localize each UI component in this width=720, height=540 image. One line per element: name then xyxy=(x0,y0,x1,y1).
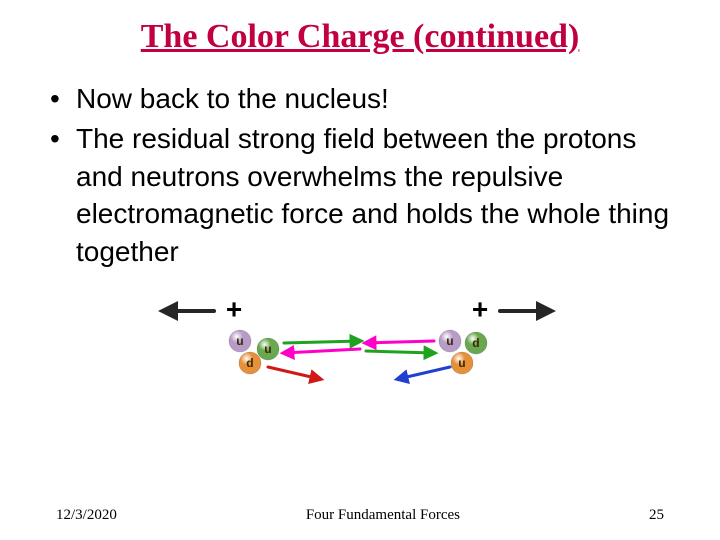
footer-date: 12/3/2020 xyxy=(56,507,117,524)
svg-text:u: u xyxy=(458,356,465,370)
bullet-list: Now back to the nucleus! The residual st… xyxy=(48,80,672,271)
footer-page: 25 xyxy=(649,507,664,524)
svg-text:u: u xyxy=(236,334,243,348)
svg-text:u: u xyxy=(446,334,453,348)
slide-title: The Color Charge (continued) xyxy=(48,18,672,56)
svg-text:d: d xyxy=(472,336,479,350)
svg-text:u: u xyxy=(264,342,271,356)
nucleon-diagram: ++uududu xyxy=(48,283,672,403)
bullet-item: The residual strong field between the pr… xyxy=(48,120,672,271)
footer-title: Four Fundamental Forces xyxy=(306,507,460,524)
svg-text:+: + xyxy=(226,293,242,324)
svg-text:d: d xyxy=(246,356,253,370)
slide: The Color Charge (continued) Now back to… xyxy=(0,0,720,540)
bullet-item: Now back to the nucleus! xyxy=(48,80,672,118)
nucleon-svg: ++uududu xyxy=(150,283,570,403)
svg-text:+: + xyxy=(472,293,488,324)
slide-footer: 12/3/2020 Four Fundamental Forces 25 xyxy=(0,507,720,524)
